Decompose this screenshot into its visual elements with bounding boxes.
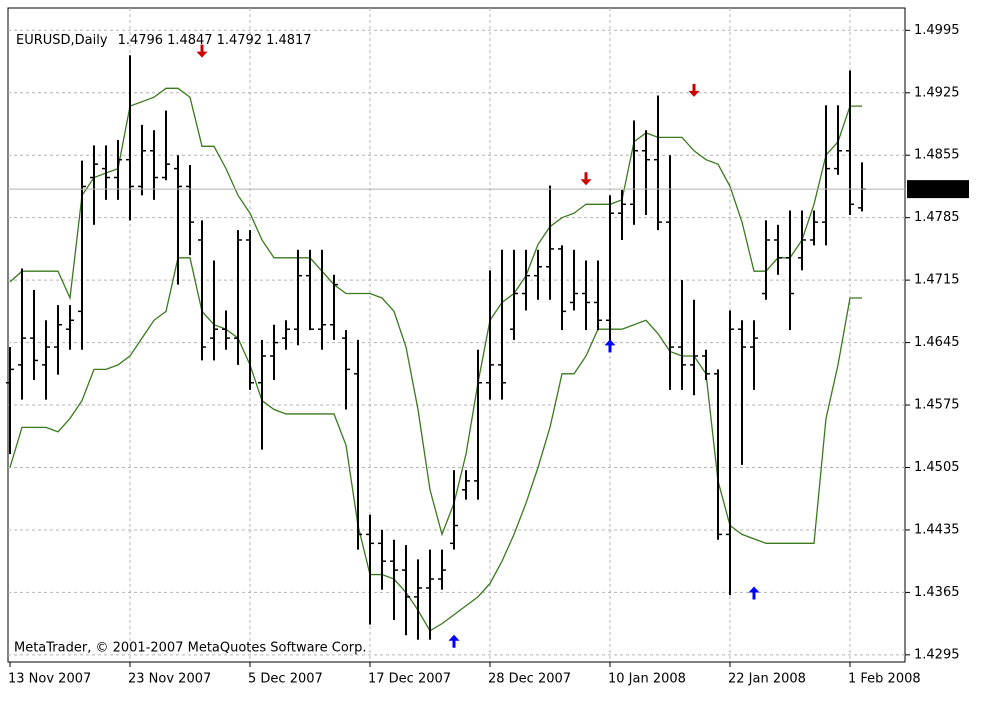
- y-tick-label: 1.4925: [914, 85, 960, 100]
- y-tick-label: 1.4645: [914, 335, 960, 350]
- y-tick-label: 1.4435: [914, 522, 960, 537]
- y-tick-label: 1.4295: [914, 647, 960, 662]
- x-tick-label: 13 Nov 2007: [8, 672, 91, 687]
- x-tick-label: 10 Jan 2008: [608, 672, 686, 687]
- y-tick-label: 1.4715: [914, 273, 960, 288]
- y-tick-label: 1.4995: [914, 23, 960, 38]
- last-high: 1.4847: [167, 33, 213, 48]
- last-price-box: [907, 180, 969, 199]
- y-tick-label: 1.4855: [914, 148, 960, 163]
- y-tick-label: 1.4575: [914, 398, 960, 413]
- x-tick-label: 23 Nov 2007: [128, 672, 211, 687]
- last-price-label: 1.4817: [914, 182, 960, 197]
- x-tick-label: 28 Dec 2007: [488, 672, 571, 687]
- buy-arrow: [604, 339, 616, 353]
- buy-arrow: [448, 634, 460, 648]
- last-close: 1.4817: [266, 33, 312, 48]
- y-tick-label: 1.4365: [914, 585, 960, 600]
- band-line: [9, 87, 862, 537]
- band-line: [9, 257, 862, 632]
- sell-arrow: [196, 44, 208, 58]
- y-tick-label: 1.4505: [914, 460, 960, 475]
- sell-arrow: [580, 172, 592, 186]
- last-low: 1.4792: [217, 33, 263, 48]
- chart-header: EURUSD,Daily 1.4796 1.4847 1.4792 1.4817: [16, 33, 312, 48]
- footer: MetaTrader, © 2001-2007 MetaQuotes Softw…: [14, 641, 367, 656]
- y-tick-label: 1.4785: [914, 210, 960, 225]
- buy-arrow: [748, 586, 760, 600]
- x-tick-label: 5 Dec 2007: [248, 672, 323, 687]
- x-tick-label: 17 Dec 2007: [368, 672, 451, 687]
- x-tick-label: 1 Feb 2008: [848, 672, 921, 687]
- symbol: EURUSD,Daily: [16, 33, 108, 48]
- x-tick-label: 22 Jan 2008: [728, 672, 806, 687]
- sell-arrow: [688, 83, 700, 97]
- marks-layer: [6, 44, 866, 648]
- last-open: 1.4796: [118, 33, 164, 48]
- plot-frame: [7, 7, 906, 663]
